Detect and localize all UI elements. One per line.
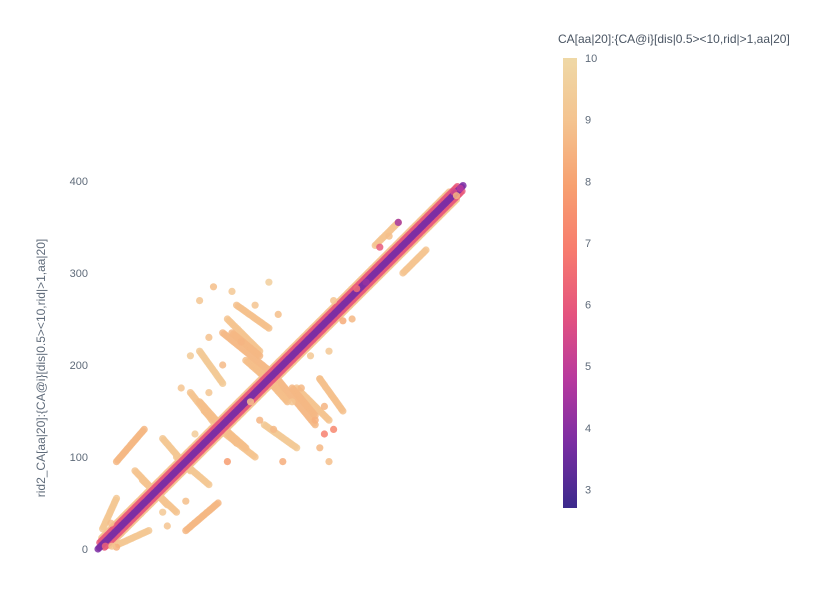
scatter-point (140, 425, 148, 433)
scatter-point (228, 329, 236, 337)
colorbar-tick-label: 10 (585, 53, 597, 65)
scatter-point (288, 398, 296, 406)
scatter-point (219, 361, 227, 369)
scatter-point (311, 416, 319, 424)
scatter-point (456, 184, 464, 192)
colorbar-tick-label: 4 (585, 423, 591, 435)
scatter-point (362, 278, 370, 286)
scatter-point (348, 315, 356, 323)
scatter-point (182, 497, 190, 505)
scatter-point (101, 542, 109, 550)
scatter-point (177, 384, 185, 392)
scatter-point (219, 379, 227, 387)
scatter-points (94, 182, 467, 553)
scatter-point (265, 278, 273, 286)
colorbar-tick-label: 5 (585, 361, 591, 373)
scatter-point (325, 347, 333, 355)
y-axis-title: rid2_CA[aa|20]:{CA@i}[dis|0.5><10,rid|>1… (34, 239, 48, 498)
scatter-point (196, 297, 204, 305)
scatter-point (330, 297, 338, 305)
y-tick-label: 400 (70, 176, 88, 188)
colorbar-title: CA[aa|20]:{CA@i}[dis|0.5><10,rid|>1,aa|2… (558, 32, 790, 46)
y-tick-label: 300 (70, 268, 88, 280)
scatter-point (452, 192, 461, 200)
scatter-point (205, 333, 213, 341)
colorbar-gradient (563, 58, 577, 508)
scatter-point (274, 310, 282, 318)
scatter-point (330, 425, 338, 433)
scatter-point (297, 384, 305, 392)
colorbar-tick-label: 9 (585, 115, 591, 127)
scatter-point (385, 232, 393, 240)
y-tick-label: 200 (70, 360, 88, 372)
colorbar-ticks: 3 4 5 6 7 8 9 10 (585, 53, 597, 497)
scatter-point (205, 389, 213, 397)
scatter-point (316, 444, 324, 452)
scatter-point (270, 425, 278, 433)
scatter-point (376, 243, 384, 251)
scatter-point (107, 519, 115, 527)
scatter-point (228, 287, 236, 295)
scatter-point (242, 444, 250, 452)
colorbar-tick-label: 6 (585, 300, 591, 312)
scatter-point (237, 338, 245, 346)
scatter-point (320, 402, 328, 410)
scatter-point (325, 458, 333, 466)
scatter-point (112, 494, 121, 502)
y-tick-label: 0 (82, 544, 88, 556)
scatter-point (108, 542, 116, 550)
scatter-point (316, 375, 324, 383)
scatter-point (320, 430, 328, 438)
scatter-point (256, 416, 264, 424)
scatter-point (306, 352, 315, 360)
scatter-point (265, 324, 273, 332)
scatter-point (145, 527, 153, 535)
scatter-point (159, 508, 167, 516)
scatter-point (163, 522, 171, 530)
colorbar-tick-label: 7 (585, 238, 591, 250)
scatter-point (279, 458, 287, 466)
scatter-point (138, 476, 146, 484)
scatter-point (223, 458, 231, 466)
scatter-point (251, 301, 259, 309)
scatter-point (214, 499, 222, 507)
scatter-point (209, 283, 218, 291)
scatter-point (186, 352, 194, 360)
scatter-point (196, 398, 204, 406)
scatter-point (260, 421, 268, 429)
y-axis-ticks: 0 100 200 300 400 (70, 176, 88, 556)
scatter-point (353, 285, 361, 293)
scatter-point (339, 317, 347, 325)
colorbar-tick-label: 3 (585, 485, 591, 497)
scatter-point (246, 398, 255, 406)
scatter-point (191, 430, 199, 438)
colorbar: 3 4 5 6 7 8 9 10 CA[aa|20]:{CA@i}[dis|0.5><10,r… (558, 32, 790, 508)
scatter-point (394, 218, 402, 226)
scatter-point (422, 246, 430, 254)
y-tick-label: 100 (70, 452, 88, 464)
colorbar-tick-label: 8 (585, 176, 591, 188)
